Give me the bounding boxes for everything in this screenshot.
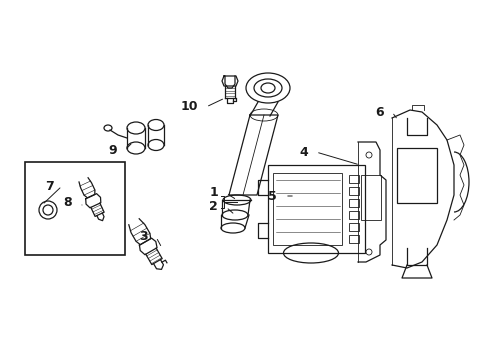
Text: 2: 2	[209, 201, 218, 213]
Text: 10: 10	[180, 100, 198, 113]
Text: 9: 9	[108, 144, 117, 157]
Bar	[360, 175, 380, 220]
Text: 5: 5	[268, 189, 276, 202]
Text: 1: 1	[209, 186, 218, 199]
Bar	[396, 148, 436, 203]
Bar	[348, 235, 358, 243]
Bar	[25, 162, 125, 255]
Text: 4: 4	[299, 145, 307, 158]
Text: 6: 6	[375, 105, 383, 118]
Bar	[272, 173, 341, 245]
Text: 7: 7	[45, 180, 54, 193]
Bar	[267, 165, 364, 253]
Bar	[348, 223, 358, 231]
Bar	[348, 175, 358, 183]
Bar	[348, 187, 358, 195]
Bar	[348, 199, 358, 207]
Bar	[348, 211, 358, 219]
Text: 3: 3	[139, 230, 148, 243]
Text: 8: 8	[63, 197, 72, 210]
